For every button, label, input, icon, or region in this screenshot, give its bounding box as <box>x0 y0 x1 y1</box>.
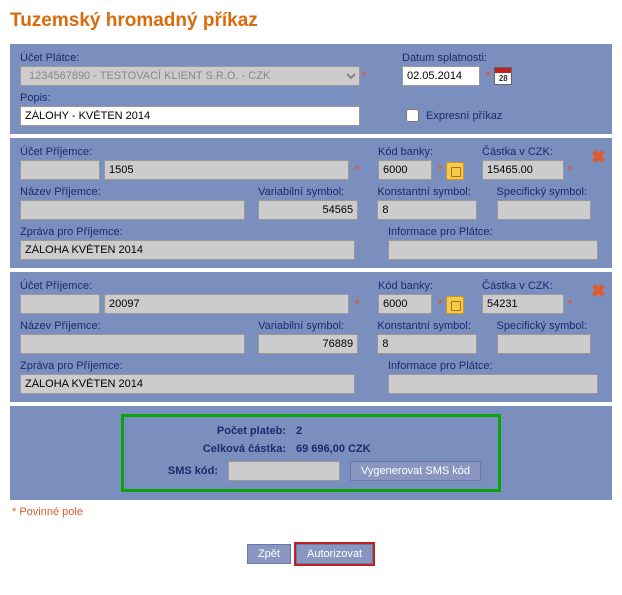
desc-input[interactable] <box>20 106 360 126</box>
var-symbol-input[interactable] <box>258 334 358 354</box>
amount-input[interactable] <box>482 160 564 180</box>
express-checkbox[interactable] <box>406 109 419 122</box>
required-asterisk: * <box>568 164 572 176</box>
account-select[interactable]: 1234567890 - TESTOVACÍ KLIENT S.R.O. - C… <box>20 66 360 86</box>
var-symbol-label: Variabilní symbol: <box>258 320 369 332</box>
total-label: Celková částka: <box>136 443 296 455</box>
required-asterisk: * <box>362 70 366 82</box>
recipient-name-input[interactable] <box>20 334 245 354</box>
account-prefix-input[interactable] <box>20 294 100 314</box>
amount-label: Částka v CZK: <box>482 280 592 292</box>
calendar-icon[interactable]: 28 <box>494 67 512 85</box>
authorize-highlight: Autorizovat <box>294 542 375 566</box>
required-asterisk: * <box>355 164 359 176</box>
express-label: Expresní příkaz <box>426 110 502 122</box>
bank-lookup-icon[interactable] <box>446 162 464 180</box>
total-value: 69 696,00 CZK <box>296 443 371 455</box>
info-payer-label: Informace pro Plátce: <box>388 360 602 372</box>
sms-input[interactable] <box>228 461 340 481</box>
summary-box: Počet plateb: 2 Celková částka: 69 696,0… <box>121 414 501 492</box>
payment-panel: ✖ Účet Příjemce: * Kód banky: * Část <box>10 272 612 402</box>
generate-sms-button[interactable]: Vygenerovat SMS kód <box>350 461 481 481</box>
spec-symbol-label: Specifický symbol: <box>497 320 602 332</box>
msg-recipient-label: Zpráva pro Příjemce: <box>20 226 380 238</box>
payment-panel: ✖ Účet Příjemce: * Kód banky: * Část <box>10 138 612 268</box>
const-symbol-input[interactable] <box>377 200 477 220</box>
footnote: * Povinné pole <box>12 506 610 518</box>
account-input[interactable] <box>104 294 349 314</box>
info-payer-input[interactable] <box>388 240 598 260</box>
bank-code-input[interactable] <box>378 160 432 180</box>
recipient-name-label: Název Příjemce: <box>20 186 250 198</box>
var-symbol-input[interactable] <box>258 200 358 220</box>
count-label: Počet plateb: <box>136 425 296 437</box>
spec-symbol-input[interactable] <box>497 334 591 354</box>
const-symbol-input[interactable] <box>377 334 477 354</box>
bank-lookup-icon[interactable] <box>446 296 464 314</box>
recipient-name-label: Název Příjemce: <box>20 320 250 332</box>
info-payer-input[interactable] <box>388 374 598 394</box>
delete-icon[interactable]: ✖ <box>591 147 606 168</box>
back-button[interactable]: Zpět <box>247 544 291 564</box>
required-asterisk: * <box>355 298 359 310</box>
desc-label: Popis: <box>20 92 394 104</box>
msg-recipient-input[interactable] <box>20 240 355 260</box>
recipient-account-label: Účet Příjemce: <box>20 146 370 158</box>
date-input[interactable] <box>402 66 480 86</box>
required-asterisk: * <box>486 70 490 82</box>
msg-recipient-input[interactable] <box>20 374 355 394</box>
required-asterisk: * <box>568 298 572 310</box>
bank-code-label: Kód banky: <box>378 280 474 292</box>
recipient-account-label: Účet Příjemce: <box>20 280 370 292</box>
amount-label: Částka v CZK: <box>482 146 592 158</box>
date-label: Datum splatnosti: <box>402 52 602 64</box>
required-asterisk: * <box>438 298 442 310</box>
amount-input[interactable] <box>482 294 564 314</box>
page-title: Tuzemský hromadný příkaz <box>10 10 612 32</box>
required-asterisk: * <box>438 164 442 176</box>
delete-icon[interactable]: ✖ <box>591 281 606 302</box>
recipient-name-input[interactable] <box>20 200 245 220</box>
account-input[interactable] <box>104 160 349 180</box>
account-label: Účet Plátce: <box>20 52 394 64</box>
count-value: 2 <box>296 425 302 437</box>
const-symbol-label: Konstantní symbol: <box>377 186 488 198</box>
account-prefix-input[interactable] <box>20 160 100 180</box>
bank-code-input[interactable] <box>378 294 432 314</box>
const-symbol-label: Konstantní symbol: <box>377 320 488 332</box>
summary-panel: Počet plateb: 2 Celková částka: 69 696,0… <box>10 406 612 500</box>
bottom-buttons: Zpět Autorizovat <box>10 542 612 566</box>
spec-symbol-label: Specifický symbol: <box>497 186 602 198</box>
info-payer-label: Informace pro Plátce: <box>388 226 602 238</box>
header-panel: Účet Plátce: 1234567890 - TESTOVACÍ KLIE… <box>10 44 612 134</box>
bank-code-label: Kód banky: <box>378 146 474 158</box>
spec-symbol-input[interactable] <box>497 200 591 220</box>
var-symbol-label: Variabilní symbol: <box>258 186 369 198</box>
sms-label: SMS kód: <box>136 465 228 477</box>
msg-recipient-label: Zpráva pro Příjemce: <box>20 360 380 372</box>
authorize-button[interactable]: Autorizovat <box>296 544 373 564</box>
